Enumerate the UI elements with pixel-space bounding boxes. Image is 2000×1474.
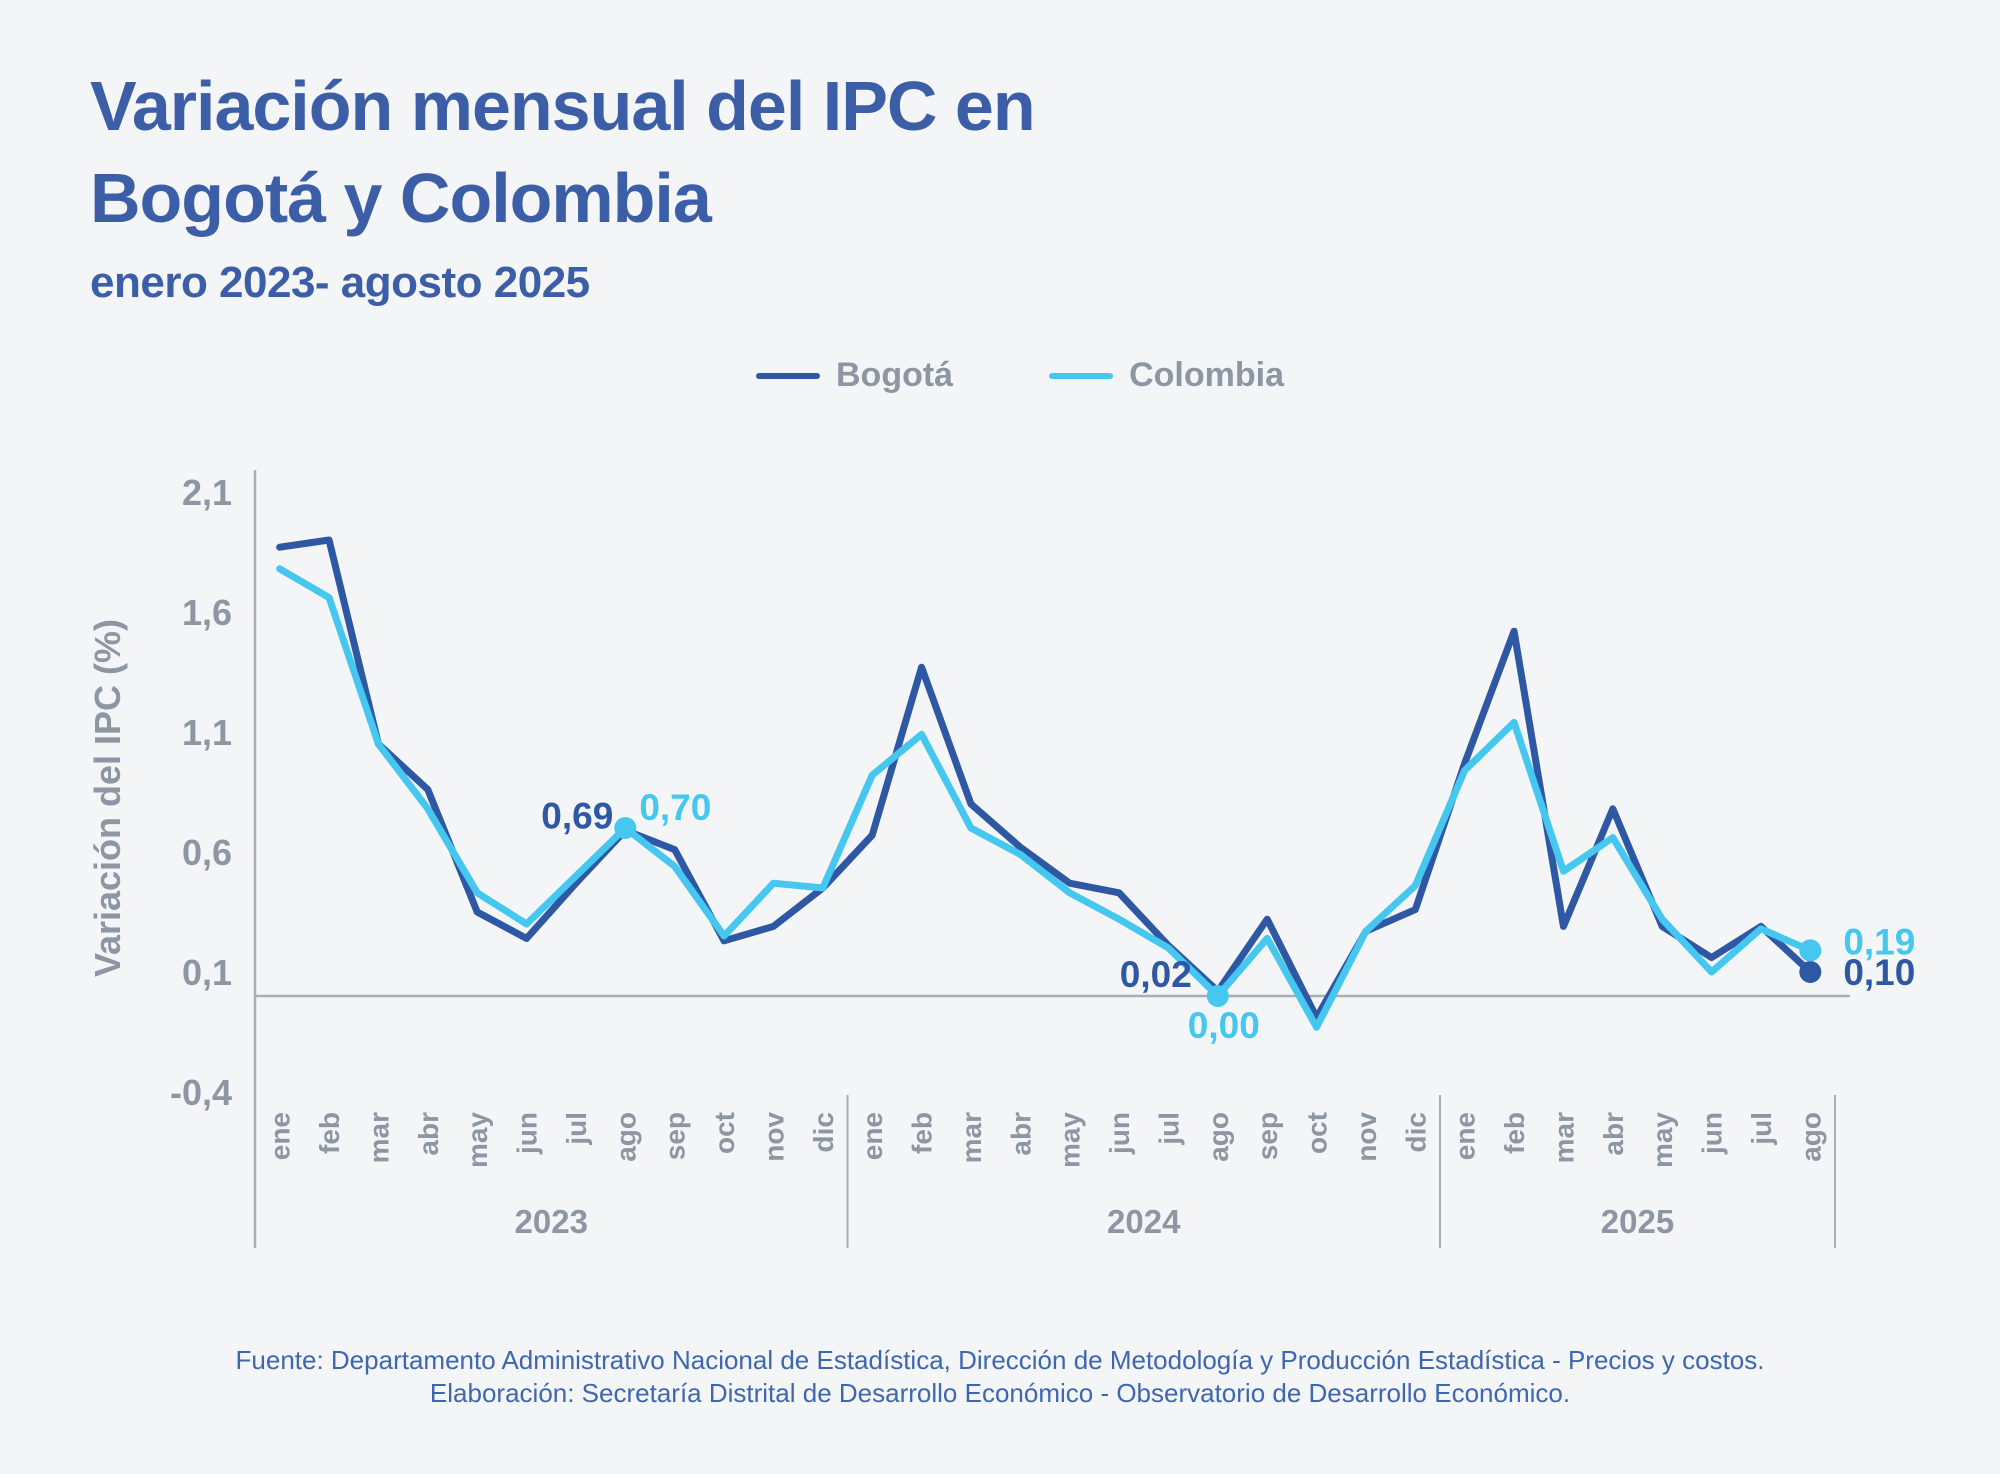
bogota-line-swatch-icon (756, 372, 820, 379)
y-tick-label: 0,6 (182, 832, 232, 873)
y-tick-label: 1,1 (182, 712, 232, 753)
month-tick-label: jun (1104, 1112, 1135, 1155)
legend-label-colombia: Colombia (1129, 356, 1284, 394)
month-tick-label: ene (265, 1112, 296, 1160)
data-point-label: 0,10 (1843, 952, 1915, 993)
data-point-marker (1799, 939, 1822, 962)
footer-elaboration-line: Elaboración: Secretaría Distrital de Des… (429, 1378, 1571, 1408)
month-tick-label: jun (1697, 1112, 1728, 1155)
legend-label-bogota: Bogotá (836, 356, 954, 394)
page-title-line1: Variación mensual del IPC en (90, 67, 1036, 145)
month-tick-label: oct (1302, 1112, 1333, 1154)
month-tick-label: oct (709, 1112, 740, 1154)
month-tick-label: nov (1351, 1112, 1382, 1162)
month-tick-label: sep (660, 1112, 691, 1160)
footer-source-line: Fuente: Departamento Administrativo Naci… (235, 1345, 1765, 1375)
month-tick-label: ene (1450, 1112, 1481, 1160)
month-tick-label: may (1055, 1112, 1086, 1168)
year-label: 2023 (515, 1203, 588, 1240)
month-tick-label: mar (1548, 1112, 1579, 1163)
chart-legend: Bogotá Colombia (756, 356, 1284, 395)
data-point-marker (1206, 985, 1229, 1007)
data-point-marker (1799, 961, 1822, 983)
month-tick-label: abr (1598, 1112, 1629, 1156)
y-tick-label: 2,1 (182, 472, 232, 513)
month-tick-label: ago (1203, 1112, 1234, 1162)
data-point-marker (614, 817, 637, 839)
month-tick-label: may (1647, 1112, 1678, 1168)
data-point-label: 0,19 (1843, 921, 1915, 962)
data-point-label: 0,69 (541, 795, 613, 836)
month-tick-label: ago (1795, 1112, 1826, 1162)
series-line-colombia (276, 565, 1814, 1031)
page-title-line2: Bogotá y Colombia (90, 159, 712, 237)
month-tick-label: ene (857, 1112, 888, 1160)
year-label: 2025 (1601, 1203, 1674, 1240)
month-tick-label: mar (956, 1112, 987, 1163)
footer: Fuente: Departamento Administrativo Naci… (0, 1344, 2000, 1410)
month-tick-label: nov (758, 1112, 789, 1162)
month-tick-label: ago (610, 1112, 641, 1162)
month-tick-label: jul (561, 1112, 592, 1146)
y-tick-label: 0,1 (182, 952, 232, 993)
y-tick-label: -0,4 (170, 1072, 232, 1113)
month-tick-label: may (462, 1112, 493, 1168)
year-label: 2024 (1107, 1203, 1181, 1240)
title-block: Variación mensual del IPC en Bogotá y Co… (90, 60, 1036, 308)
y-tick-label: 1,6 (182, 592, 232, 633)
month-tick-label: abr (413, 1112, 444, 1156)
data-point-label: 0,02 (1120, 954, 1192, 995)
month-tick-label: jul (1153, 1112, 1184, 1146)
month-tick-label: jul (1746, 1112, 1777, 1146)
month-tick-label: feb (314, 1112, 345, 1154)
month-tick-label: abr (1005, 1112, 1036, 1156)
month-tick-label: dic (1400, 1112, 1431, 1152)
month-tick-label: sep (1252, 1112, 1283, 1160)
data-point-label: 0,00 (1188, 1005, 1260, 1046)
data-point-label: 0,70 (639, 787, 711, 828)
legend-item-colombia: Colombia (1049, 356, 1284, 395)
month-tick-label: feb (907, 1112, 938, 1154)
colombia-line-swatch-icon (1049, 372, 1114, 379)
month-tick-label: jun (512, 1112, 543, 1155)
page-subtitle: enero 2023- agosto 2025 (90, 258, 590, 307)
month-tick-label: dic (808, 1112, 839, 1152)
legend-item-bogota: Bogotá (756, 356, 953, 395)
month-tick-label: feb (1499, 1112, 1530, 1154)
series-line-bogota (276, 536, 1814, 1022)
month-tick-label: mar (363, 1112, 394, 1163)
